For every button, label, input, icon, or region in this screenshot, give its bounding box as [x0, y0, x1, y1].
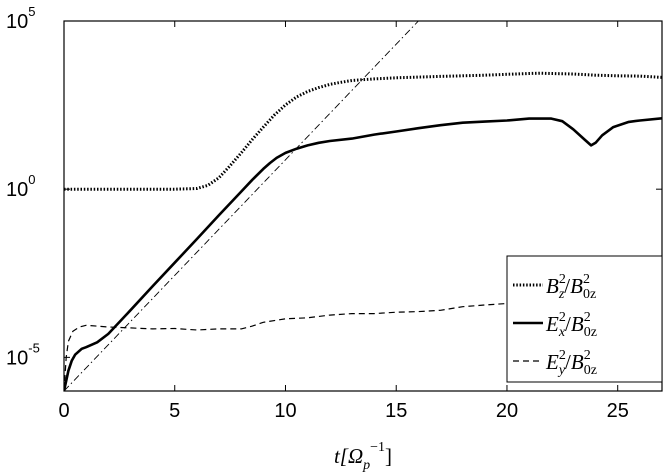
x-tick-label: 0	[58, 400, 69, 422]
legend-box	[506, 255, 663, 383]
series-line-dash-dot	[64, 21, 419, 391]
legend-label: E2 y/B2 0z	[545, 348, 597, 378]
x-axis-label: t[Ωp−1]	[334, 440, 392, 473]
y-tick-label: 100	[6, 172, 35, 201]
y-tick-label: 10-5	[6, 340, 40, 369]
x-tick-label: 25	[607, 400, 629, 422]
series-line-dotted	[64, 71, 662, 191]
legend-label: B2 z/B2 0z	[546, 272, 596, 302]
series-line-solid	[64, 117, 662, 391]
x-tick-label: 5	[169, 400, 180, 422]
x-tick-label: 15	[385, 400, 407, 422]
x-tick-label: 20	[496, 400, 518, 422]
y-tick-label: 105	[6, 4, 35, 33]
legend: B2 z/B2 0z E2 x/B2 0z E2 y/B2 0z	[506, 255, 663, 383]
axes-box	[63, 20, 663, 392]
x-tick-label: 10	[274, 400, 296, 422]
legend-label: E2 x/B2 0z	[545, 310, 597, 340]
